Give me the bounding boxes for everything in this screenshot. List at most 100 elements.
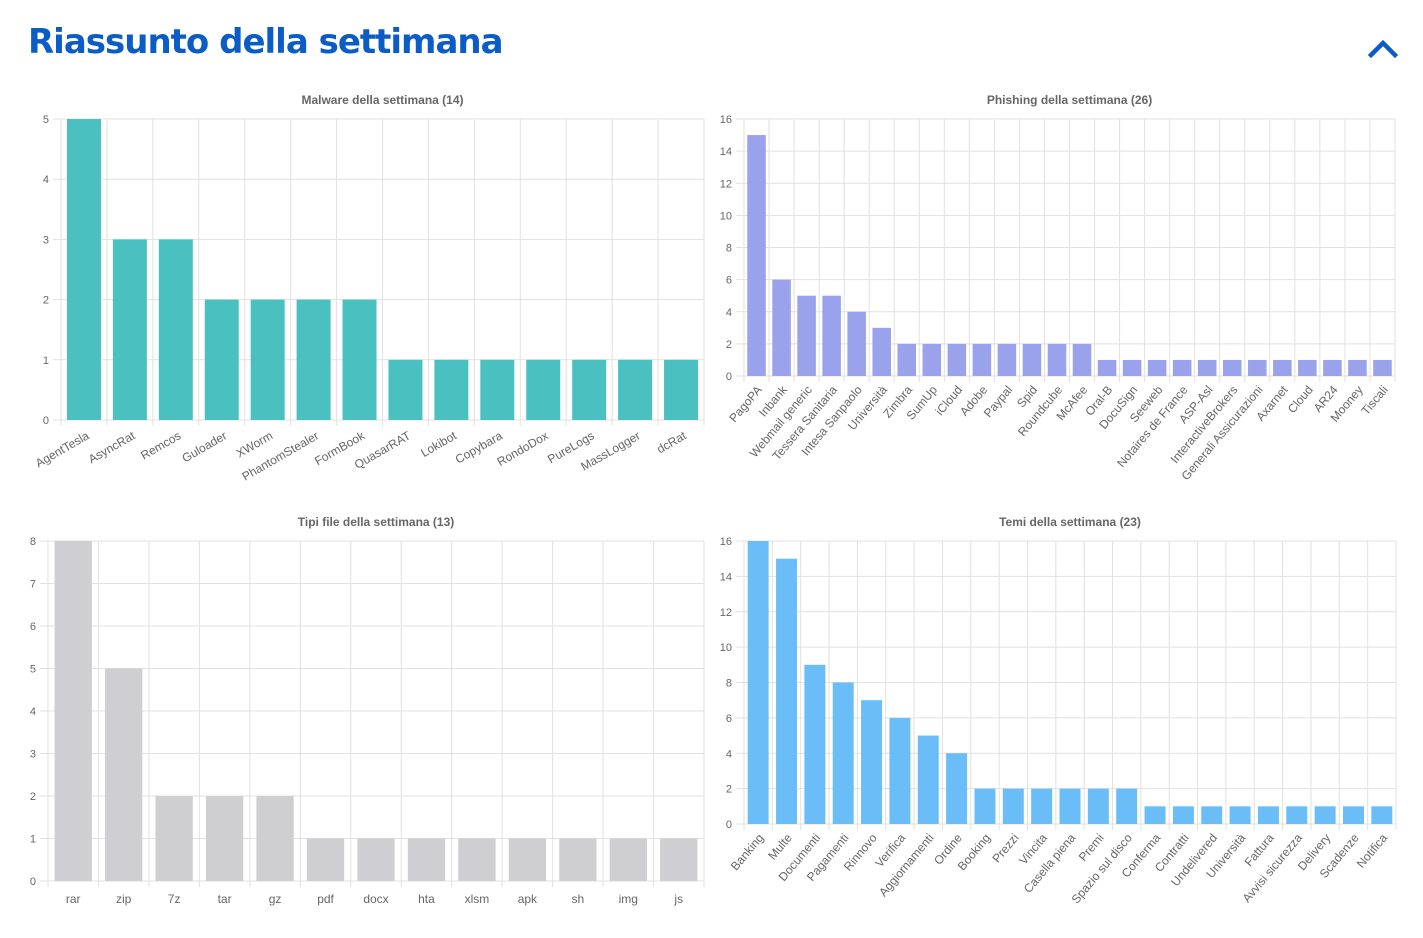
y-tick-label: 12 <box>720 607 732 619</box>
x-tick-label: apk <box>518 892 538 906</box>
y-tick-label: 5 <box>30 664 36 676</box>
x-tick-label: Prezzi <box>989 831 1021 866</box>
chart-filetypes: Tipi file della settimana (13) 0 1 2 3 4 5 6 7 8 r… <box>30 515 705 906</box>
bar <box>822 295 841 376</box>
y-tick-label: 2 <box>30 791 36 803</box>
x-tick-label: Guloader <box>179 428 229 465</box>
chart-title: Phishing della settimana (26) <box>987 93 1152 107</box>
bar <box>797 295 816 376</box>
bar <box>1047 343 1067 376</box>
x-tick-label: Cloud <box>1285 383 1316 416</box>
bar <box>618 359 653 420</box>
bar <box>306 838 345 881</box>
bar <box>526 359 561 420</box>
y-tick-label: 7 <box>30 579 36 591</box>
x-tick-label: hta <box>418 892 435 906</box>
y-tick-label: 12 <box>720 178 732 190</box>
y-tick-label: 2 <box>726 784 732 796</box>
collapse-button[interactable] <box>1364 34 1402 64</box>
x-tick-label: PagoPA <box>726 383 764 425</box>
bar <box>660 838 698 881</box>
y-tick-label: 4 <box>726 748 732 760</box>
bar <box>1314 806 1336 824</box>
chart-phishing: Phishing della settimana (26) 0 2 4 6 8 10 12 14… <box>720 93 1396 483</box>
bar <box>1172 359 1192 376</box>
bar <box>609 838 647 881</box>
x-tick-label: pdf <box>317 892 334 906</box>
x-tick-label: 7z <box>168 892 181 906</box>
bar <box>1298 359 1317 376</box>
y-tick-label: 4 <box>30 706 36 718</box>
bar <box>1257 806 1279 824</box>
x-tick-label: rar <box>66 892 81 906</box>
bar <box>508 838 547 881</box>
bar <box>256 796 294 881</box>
bar <box>747 541 769 824</box>
bar <box>1348 359 1367 376</box>
y-tick-label: 0 <box>43 415 49 427</box>
y-tick-label: 8 <box>726 243 732 255</box>
chart-title: Malware della settimana (14) <box>301 93 463 107</box>
y-tick-label: 6 <box>30 621 36 633</box>
bar <box>250 299 285 420</box>
y-tick-label: 2 <box>43 295 49 307</box>
bar <box>112 239 147 420</box>
bar <box>204 299 239 420</box>
bar <box>458 838 496 881</box>
x-tick-label: Tiscali <box>1358 383 1390 418</box>
y-tick-label: 6 <box>726 275 732 287</box>
x-tick-label: docx <box>363 892 388 906</box>
y-tick-label: 4 <box>726 307 732 319</box>
bar <box>1097 359 1117 376</box>
y-tick-label: 4 <box>43 174 49 186</box>
bar <box>776 558 798 824</box>
x-tick-label: PhantomStealer <box>240 428 322 483</box>
bar <box>388 359 423 420</box>
x-tick-label: gz <box>269 892 282 906</box>
bar <box>947 343 967 376</box>
y-tick-label: 2 <box>726 339 732 351</box>
bar <box>1273 359 1292 376</box>
chart-title: Tipi file della settimana (13) <box>298 515 455 529</box>
bar <box>434 359 469 420</box>
bar <box>105 668 143 881</box>
bar <box>897 343 917 376</box>
bar <box>1072 343 1092 376</box>
bar <box>1323 359 1342 376</box>
bar <box>1144 806 1166 824</box>
y-tick-label: 8 <box>726 678 732 690</box>
bar <box>480 359 515 420</box>
page-title: Riassunto della settimana <box>28 22 504 62</box>
y-tick-label: 3 <box>43 234 49 246</box>
bar <box>946 753 968 824</box>
x-tick-label: AsyncRat <box>86 428 138 466</box>
bar <box>66 119 101 420</box>
y-tick-label: 0 <box>726 371 732 383</box>
bar <box>1286 806 1308 824</box>
chevron-up-icon <box>1367 39 1399 59</box>
x-tick-label: Remcos <box>138 428 183 462</box>
bar <box>1222 359 1242 376</box>
y-tick-label: 5 <box>43 114 49 126</box>
y-tick-label: 16 <box>720 536 732 548</box>
bar <box>747 135 766 376</box>
bar <box>572 359 607 420</box>
y-tick-label: 1 <box>30 834 36 846</box>
x-tick-label: sh <box>572 892 585 906</box>
bar <box>1201 806 1223 824</box>
chart-malware: Malware della settimana (14) 0 1 2 3 4 5 AgentT… <box>33 93 705 484</box>
bar <box>1122 359 1142 376</box>
bar <box>1002 788 1024 824</box>
x-tick-label: img <box>619 892 638 906</box>
bar <box>1172 806 1194 824</box>
bar <box>1087 788 1109 824</box>
chart-title: Temi della settimana (23) <box>999 515 1141 529</box>
y-tick-label: 14 <box>720 146 732 158</box>
bar <box>357 838 395 881</box>
x-tick-label: tar <box>218 892 232 906</box>
bar <box>1116 788 1138 824</box>
y-tick-label: 10 <box>720 642 732 654</box>
bar <box>847 311 866 376</box>
bar <box>1059 788 1081 824</box>
bar <box>889 717 911 824</box>
